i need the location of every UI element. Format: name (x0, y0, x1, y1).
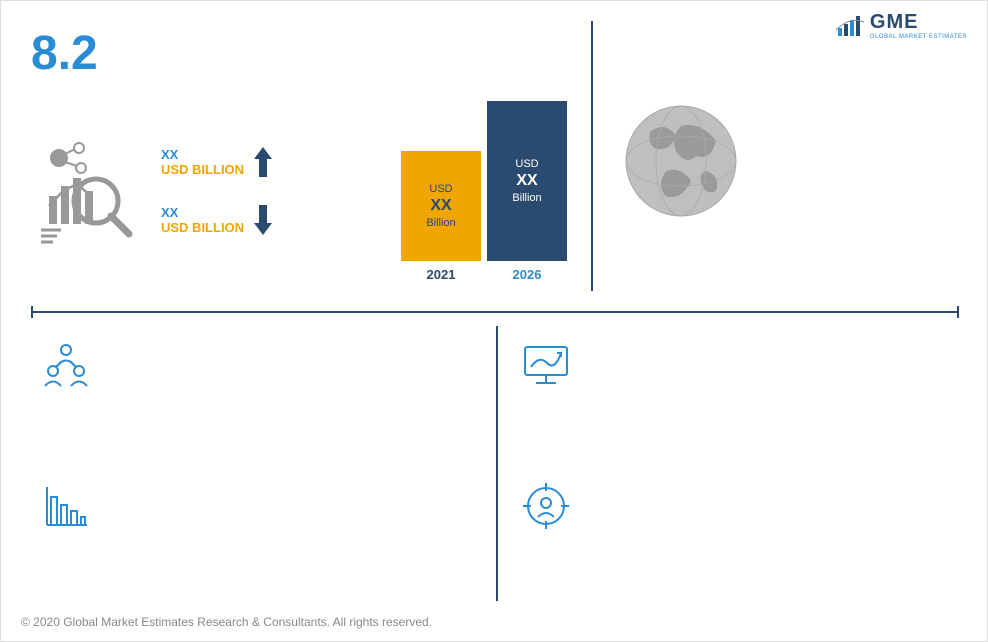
people-icon (41, 341, 91, 391)
bar-2021: USD XX Billion 2021 (401, 151, 481, 282)
globe-icon (621, 101, 741, 221)
bar-2026: USD XX Billion 2026 (487, 101, 567, 282)
brand-logo: GME GLOBAL MARKET ESTIMATES (836, 11, 967, 40)
cagr-value: 8.2 (31, 26, 98, 81)
copyright-text: © 2020 Global Market Estimates Research … (21, 615, 432, 629)
market-bars: USD XX Billion 2021 USD XX Billion 2026 (401, 101, 567, 282)
logo-text: GME (870, 11, 967, 34)
indicator-up-xx: XX (161, 147, 244, 162)
divider-vertical-top (591, 21, 593, 291)
analytics-icon (31, 136, 141, 246)
arrow-down-icon (254, 205, 272, 235)
indicator-up-usd: USD BILLION (161, 162, 244, 177)
divider-horizontal (31, 311, 959, 313)
monitor-chart-icon (521, 341, 571, 391)
bar-2021-usd: USD (429, 183, 452, 195)
quadrant-largest-segment (41, 481, 481, 531)
bar-2021-billion: Billion (426, 217, 455, 229)
quadrant-target-region (521, 481, 961, 531)
indicator-down-xx: XX (161, 205, 244, 220)
indicator-down-usd: USD BILLION (161, 220, 244, 235)
target-icon (521, 481, 571, 531)
indicators: XX USD BILLION XX USD BILLION (161, 147, 272, 235)
bar-chart-icon (41, 481, 91, 531)
bar-2021-year: 2021 (427, 267, 456, 282)
bar-2026-usd: USD (515, 158, 538, 170)
globe-region (621, 101, 741, 221)
quadrant-key-players (41, 341, 481, 391)
bar-2026-xx: XX (516, 172, 537, 190)
indicator-down: XX USD BILLION (161, 205, 272, 235)
divider-vertical-bottom (496, 326, 498, 601)
indicator-up: XX USD BILLION (161, 147, 272, 177)
quadrant-growth-drivers (521, 341, 961, 391)
bar-2021-xx: XX (430, 197, 451, 215)
bar-2026-billion: Billion (512, 192, 541, 204)
arrow-up-icon (254, 147, 272, 177)
bar-2026-year: 2026 (513, 267, 542, 282)
logo-icon (836, 14, 864, 38)
logo-subtext: GLOBAL MARKET ESTIMATES (870, 34, 967, 40)
